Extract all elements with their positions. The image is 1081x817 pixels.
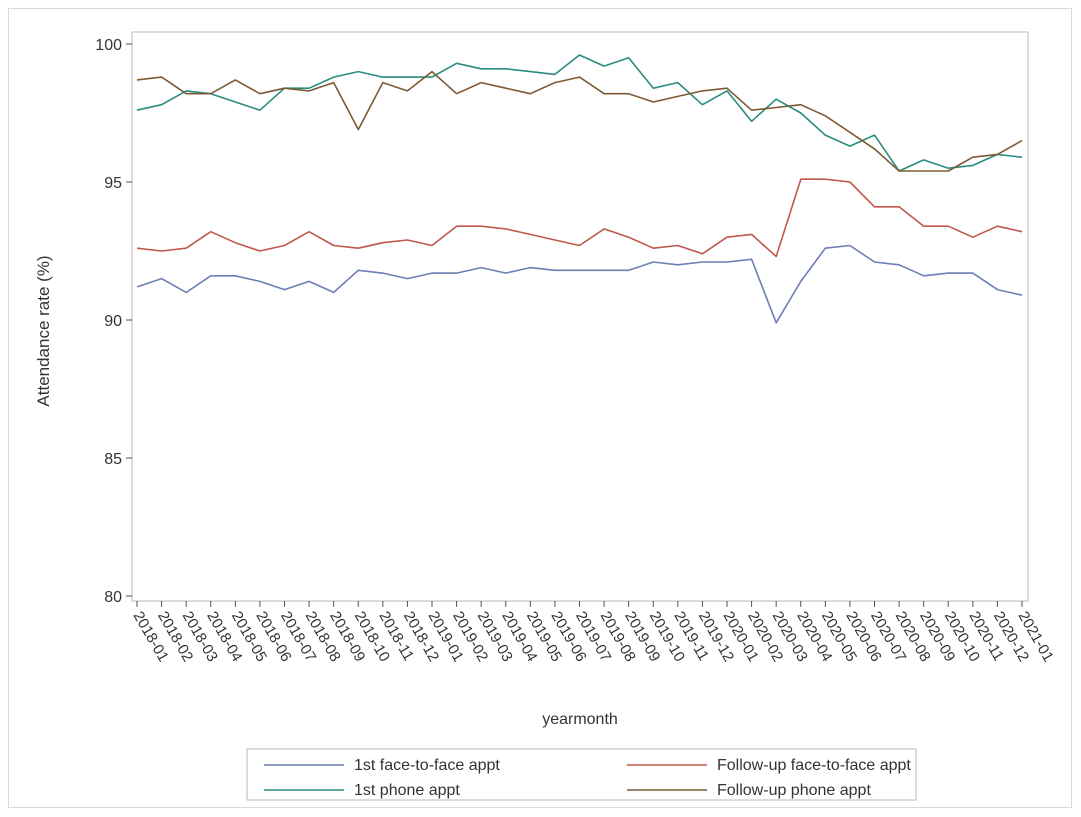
legend-label-4: Follow-up phone appt bbox=[717, 782, 871, 799]
y-tick-label: 80 bbox=[104, 589, 122, 606]
legend-box bbox=[246, 748, 917, 801]
y-tick-label: 95 bbox=[104, 175, 122, 192]
y-axis-label: Attendance rate (%) bbox=[34, 255, 53, 406]
legend: 1st face-to-face appt Follow-up face-to-f… bbox=[246, 748, 917, 801]
legend-label-2: Follow-up face-to-face appt bbox=[717, 757, 911, 774]
legend-label-1: 1st face-to-face appt bbox=[354, 757, 500, 774]
series-line-4 bbox=[136, 70, 1023, 172]
series-lines bbox=[136, 54, 1023, 324]
x-axis-label: yearmonth bbox=[542, 711, 618, 728]
line-chart: 808590951002018-012018-022018-032018-042… bbox=[34, 31, 1057, 801]
series-line-1 bbox=[136, 244, 1023, 324]
plot-area bbox=[131, 31, 1029, 602]
chart-frame: 80 85 90 95 100 2018-01 2018-02 2018-03 2018-04 2… bbox=[8, 8, 1072, 808]
axes: 808590951002018-012018-022018-032018-042… bbox=[95, 31, 1057, 665]
series-line-2 bbox=[136, 178, 1023, 258]
legend-label-3: 1st phone appt bbox=[354, 782, 460, 799]
y-tick-label: 85 bbox=[104, 451, 122, 468]
series-line-3 bbox=[136, 54, 1023, 172]
y-tick-label: 100 bbox=[95, 37, 122, 54]
y-tick-label: 90 bbox=[104, 313, 122, 330]
